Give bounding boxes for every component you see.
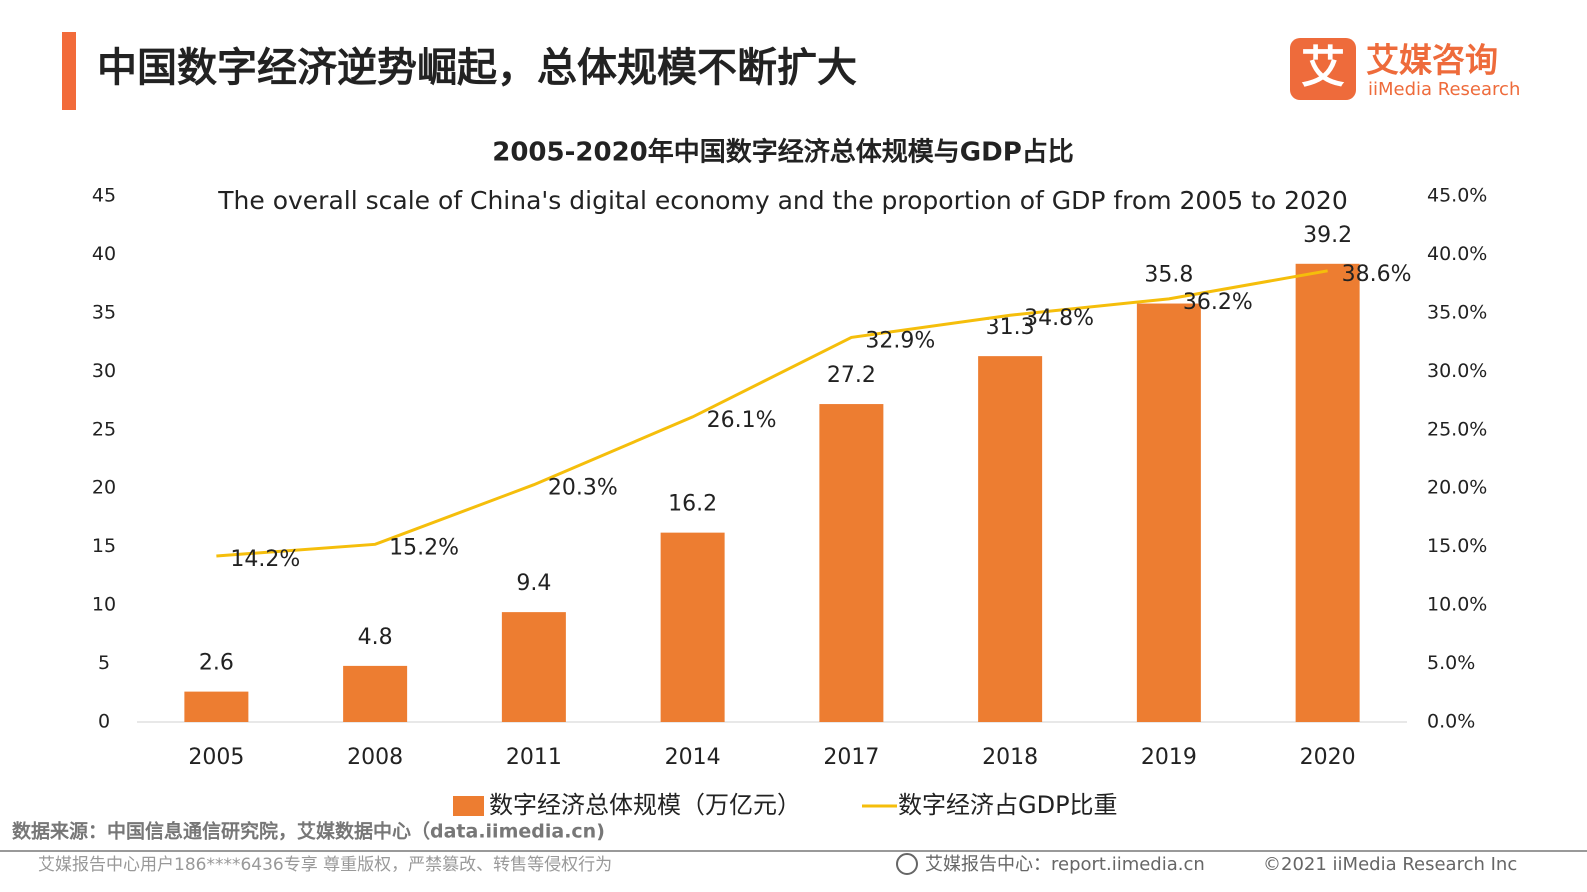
y2-tick-label: 40.0% [1427, 243, 1487, 265]
line-label: 15.2% [389, 535, 459, 560]
legend-swatch [453, 796, 484, 816]
x-tick-label: 2019 [1141, 745, 1197, 770]
y-tick-label: 20 [92, 477, 116, 499]
title-accent [62, 32, 76, 110]
logo-icon [1290, 38, 1356, 100]
footer-copyright: ©2021 iiMedia Research Inc [1263, 854, 1517, 875]
y-tick-label: 40 [92, 243, 116, 265]
bar [978, 356, 1043, 722]
y2-tick-label: 20.0% [1427, 477, 1487, 499]
logo-english: iiMedia Research [1368, 79, 1520, 100]
bar [501, 612, 566, 722]
y2-tick-label: 30.0% [1427, 360, 1487, 382]
y-tick-label: 30 [92, 360, 116, 382]
x-tick-label: 2017 [823, 745, 879, 770]
x-tick-label: 2011 [506, 745, 562, 770]
bar [1295, 263, 1360, 722]
site-icon [896, 853, 918, 875]
footer-site: 艾媒报告中心：report.iimedia.cn [925, 854, 1205, 875]
x-tick-label: 2018 [982, 745, 1038, 770]
bar [1136, 303, 1201, 722]
bar-label: 27.2 [827, 363, 876, 388]
y-tick-label: 0 [98, 711, 110, 733]
x-tick-label: 2020 [1300, 745, 1356, 770]
line-label: 32.9% [865, 328, 935, 353]
line-label: 14.2% [230, 547, 300, 572]
bar-label: 35.8 [1144, 263, 1193, 288]
bar [819, 404, 884, 722]
y2-tick-label: 35.0% [1427, 301, 1487, 323]
line-label: 20.3% [548, 476, 618, 501]
logo-glyph: 艾 [1301, 42, 1345, 93]
legend-label: 数字经济占GDP比重 [898, 791, 1118, 819]
y-tick-label: 15 [92, 535, 116, 557]
source: 数据来源：中国信息通信研究院，艾媒数据中心（data.iimedia.cn) [12, 820, 605, 843]
y2-tick-label: 5.0% [1427, 652, 1475, 674]
line-label: 38.6% [1342, 262, 1412, 287]
x-tick-label: 2014 [665, 745, 721, 770]
bar-label: 2.6 [199, 651, 234, 676]
y2-tick-label: 10.0% [1427, 594, 1487, 616]
y-tick-label: 45 [92, 185, 116, 207]
page-title: 中国数字经济逆势崛起，总体规模不断扩大 [97, 45, 857, 91]
y-tick-label: 5 [98, 652, 110, 674]
y2-tick-label: 15.0% [1427, 535, 1487, 557]
line-label: 34.8% [1024, 306, 1094, 331]
legend-label: 数字经济总体规模（万亿元） [489, 791, 801, 819]
bar-label: 16.2 [668, 492, 717, 517]
line-label: 26.1% [707, 408, 777, 433]
logo-name: 艾媒咨询 [1366, 41, 1498, 80]
y2-tick-label: 45.0% [1427, 185, 1487, 207]
y-tick-label: 10 [92, 594, 116, 616]
chart-subtitle: The overall scale of China's digital eco… [217, 186, 1348, 215]
bar [660, 532, 725, 722]
y2-tick-label: 25.0% [1427, 418, 1487, 440]
footer-notice: 艾媒报告中心用户186****6436专享 尊重版权，严禁篡改、转售等侵权行为 [38, 854, 612, 875]
line [216, 269, 1328, 558]
bar-label: 31.3 [986, 315, 1035, 340]
x-tick-label: 2005 [188, 745, 244, 770]
bar-label: 4.8 [358, 625, 393, 650]
bar-label: 39.2 [1303, 223, 1352, 248]
bar [184, 691, 249, 722]
x-tick-label: 2008 [347, 745, 403, 770]
y2-tick-label: 0.0% [1427, 711, 1475, 733]
bar [343, 665, 408, 722]
y-tick-label: 25 [92, 418, 116, 440]
y-tick-label: 35 [92, 301, 116, 323]
line-label: 36.2% [1183, 290, 1253, 315]
chart-title: 2005-2020年中国数字经济总体规模与GDP占比 [492, 137, 1074, 168]
bar-label: 9.4 [516, 571, 551, 596]
